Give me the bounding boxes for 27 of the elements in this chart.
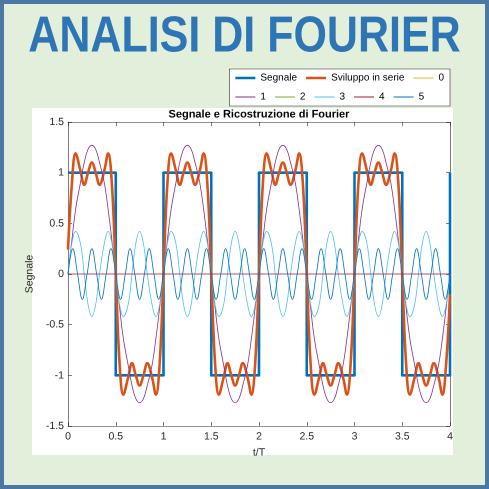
y-tick-label: 1.5 <box>49 116 64 128</box>
y-axis-title: Segnale <box>24 254 36 294</box>
y-tick-label: 0 <box>58 268 64 280</box>
x-tick-label: 4 <box>447 430 454 442</box>
chart-subtitle: Segnale e Ricostruzione di Fourier <box>168 108 350 120</box>
legend-label: 4 <box>379 92 386 102</box>
x-tick-label: 1 <box>160 430 167 442</box>
x-tick-label: 1.5 <box>204 430 219 442</box>
y-tick-label: 0.5 <box>49 217 64 230</box>
legend-label: 1 <box>260 92 266 102</box>
chart-title: ANALISI DI FOURIER <box>27 6 462 64</box>
y-tick-label: -1.5 <box>46 420 64 432</box>
x-axis-title: t/T <box>252 446 266 458</box>
x-tick-label: 3.5 <box>394 430 410 442</box>
legend-label: Segnale <box>260 72 298 84</box>
x-tick-label: 2.5 <box>299 430 314 442</box>
legend-label: Sviluppo in serie <box>331 72 405 84</box>
y-tick-label: -0.5 <box>46 318 64 331</box>
legend-label: 5 <box>418 92 425 102</box>
x-tick-label: 2 <box>256 430 262 442</box>
legend-label: 0 <box>438 72 444 84</box>
y-tick-label: 1 <box>58 166 64 179</box>
y-tick-label: -1 <box>54 369 64 382</box>
x-tick-label: 0.5 <box>108 430 124 442</box>
x-tick-label: 3 <box>352 430 358 442</box>
legend-label: 2 <box>300 92 306 102</box>
legend-label: 3 <box>339 92 346 102</box>
